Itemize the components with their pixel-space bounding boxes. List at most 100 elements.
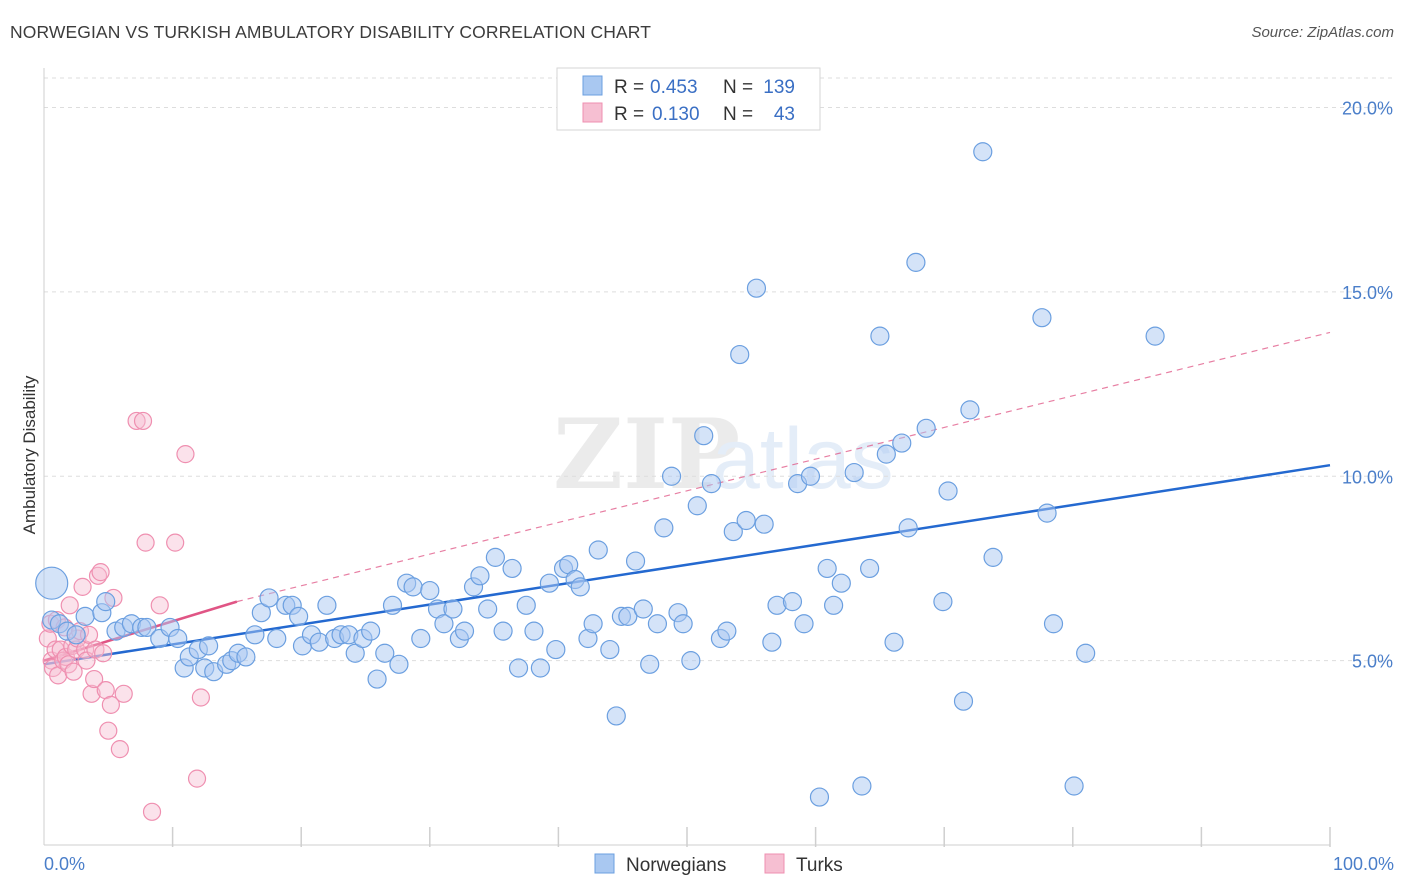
data-point-norwegians [717,621,737,641]
data-point-norwegians [508,658,529,678]
data-point-turks [60,596,79,615]
data-point-norwegians [1145,326,1165,346]
data-point-norwegians [701,474,722,494]
y-tick-labels: 5.0% 10.0% 15.0% 20.0% [1342,99,1393,672]
data-point-norwegians [730,344,750,365]
data-point-turks [56,647,75,667]
data-point-norwegians [137,617,157,638]
data-point-norwegians [317,595,337,615]
data-point-norwegians [289,606,309,626]
data-point-norwegians [485,547,505,567]
data-point-norwegians [824,595,844,615]
chart-title: NORWEGIAN VS TURKISH AMBULATORY DISABILI… [10,22,652,42]
data-point-norwegians [633,599,653,619]
legend-r-label-turks: R = [614,104,644,125]
legend-swatch-norwegians [582,75,603,96]
data-point-norwegians [524,621,544,641]
data-point-norwegians [35,566,69,600]
data-point-norwegians [267,628,287,649]
x-tick-label-min: 0.0% [44,854,85,874]
data-point-norwegians [570,577,590,597]
data-point-norwegians [654,518,674,538]
data-point-norwegians [1037,503,1057,523]
legend-r-label-norwegians: R = [614,77,644,98]
data-point-norwegians [640,654,660,674]
data-point-norwegians [66,625,86,645]
data-point-norwegians [375,643,395,663]
data-point-norwegians [647,614,668,634]
watermark-atlas: atlas [712,411,894,507]
data-point-norwegians [953,691,974,711]
data-point-turks [166,533,185,552]
data-point-turks [101,695,120,714]
y-tick-label: 5.0% [1352,652,1393,672]
data-point-norwegians [694,426,714,446]
trend-line-turks-extension [236,331,1331,603]
data-point-norwegians [782,592,803,612]
legend-box: R = 0.453 N = 139 R = 0.130 N = 43 [556,67,821,131]
data-point-norwegians [762,632,782,652]
data-point-norwegians [75,606,95,626]
grid [44,77,1392,662]
data-point-turks [110,740,129,759]
data-point-norwegians [983,547,1003,567]
data-point-turks [73,577,92,596]
data-point-norwegians [681,651,701,671]
data-point-norwegians [478,599,498,619]
data-point-norwegians [420,580,440,601]
data-point-norwegians [583,614,603,634]
data-point-norwegians [236,647,256,667]
legend-n-label-norwegians: N = [723,77,753,98]
data-point-norwegians [530,658,550,678]
data-point-norwegians [794,614,814,634]
y-tick-label: 10.0% [1342,467,1393,487]
data-point-turks [133,411,153,431]
data-point-norwegians [516,595,536,615]
data-point-norwegians [389,654,409,674]
bottom-legend-swatch-turks [764,853,785,874]
data-point-norwegians [892,433,912,453]
data-point-norwegians [960,400,980,420]
legend-r-value-turks: 0.130 [652,104,700,125]
data-point-norwegians [606,706,626,726]
data-point-norwegians [870,326,890,346]
data-point-norwegians [906,252,926,272]
bottom-legend: Norwegians Turks [594,853,843,876]
y-axis-label: Ambulatory Disability [20,375,39,534]
bottom-legend-label-norwegians: Norwegians [626,855,726,876]
data-point-norwegians [852,776,872,796]
data-point-turks [127,411,146,431]
data-point-norwegians [600,639,620,660]
data-point-turks [82,684,101,703]
data-point-norwegians [687,496,707,516]
data-point-turks [142,802,162,821]
data-point-norwegians [973,142,993,162]
watermark: ZIP atlas [553,398,894,511]
data-point-norwegians [723,521,743,542]
data-point-norwegians [673,614,693,634]
data-point-norwegians [625,551,646,571]
data-point-norwegians [831,573,851,593]
data-point-turks [136,533,155,552]
data-point-norwegians [588,540,608,560]
data-point-norwegians [443,599,463,619]
data-point-norwegians [199,636,219,656]
data-point-norwegians [860,558,880,579]
data-point-norwegians [1032,308,1052,328]
data-point-turks [187,769,207,788]
data-point-norwegians [367,669,387,689]
data-point-norwegians [539,573,559,593]
data-point-norwegians [618,606,638,626]
bottom-legend-swatch-norwegians [594,853,615,874]
x-tick-label-max: 100.0% [1333,854,1394,874]
legend-n-label-turks: N = [723,104,753,125]
data-point-norwegians [876,444,896,464]
data-point-norwegians [382,595,403,615]
data-point-norwegians [493,621,513,641]
data-point-norwegians [817,558,837,579]
legend-n-value-turks: 43 [774,104,795,125]
chart-source: Source: ZipAtlas.com [1251,24,1394,41]
data-point-norwegians [884,632,904,652]
data-point-norwegians [661,466,682,486]
